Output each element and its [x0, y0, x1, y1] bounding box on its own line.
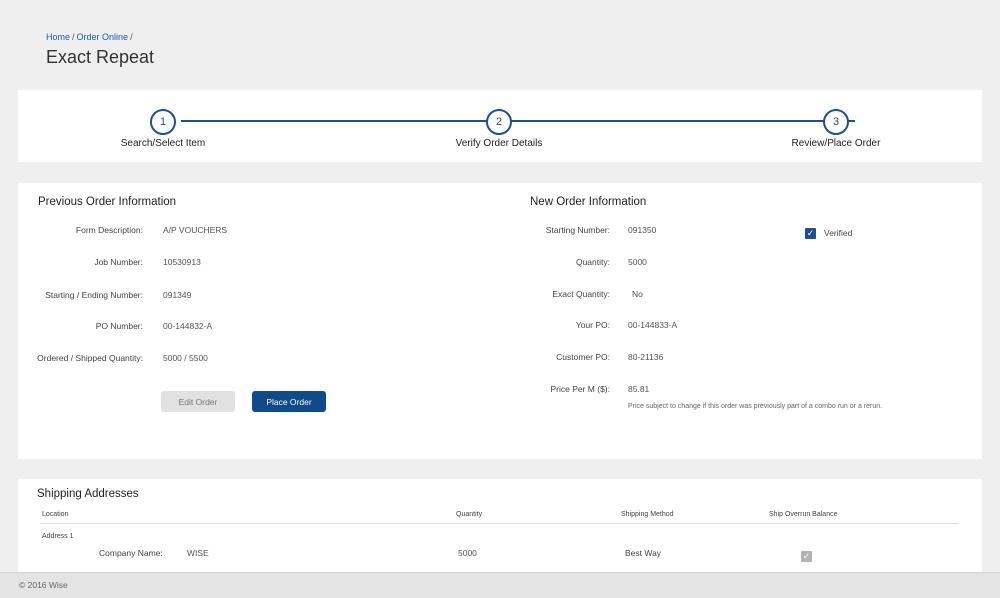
breadcrumb-home-link[interactable]: Home — [46, 32, 71, 42]
form-description-value: A/P VOUCHERS — [163, 225, 228, 235]
shipping-addresses-panel: Shipping Addresses Location Quantity Shi… — [18, 479, 982, 579]
address-label: Address 1 — [42, 533, 74, 540]
footer: © 2016 Wise — [0, 572, 1000, 598]
step-3-label: Review/Place Order — [791, 138, 881, 149]
price-note: Price subject to change if this order wa… — [628, 403, 883, 410]
step-1-label: Search/Select Item — [120, 138, 206, 149]
po-number-label: PO Number: — [95, 321, 143, 331]
shipping-title: Shipping Addresses — [37, 488, 139, 500]
quantity-value: 5000 — [628, 257, 647, 267]
breadcrumb-separator: / — [72, 32, 75, 42]
page-title: Exact Repeat — [46, 47, 155, 67]
job-number-value: 10530913 — [163, 257, 201, 267]
order-info-panel: Previous Order Information Form Descript… — [18, 183, 982, 459]
starting-number-label: Starting Number: — [545, 225, 610, 235]
your-po-value: 00-144833-A — [628, 320, 678, 330]
checkmark-icon: ✓ — [806, 228, 815, 238]
place-order-button[interactable]: Place Order — [252, 391, 326, 412]
verified-checkbox[interactable]: ✓ — [805, 228, 816, 239]
company-name-value: WISE — [187, 548, 209, 558]
ship-overrun-checkbox[interactable]: ✓ — [801, 551, 812, 562]
starting-number-value: 091350 — [628, 225, 657, 235]
edit-order-button[interactable]: Edit Order — [161, 391, 235, 412]
new-order-title: New Order Information — [530, 196, 647, 208]
breadcrumb: Home / Order Online / — [46, 32, 135, 42]
company-name-label: Company Name: — [99, 548, 163, 558]
copyright-text: © 2016 Wise — [19, 580, 68, 590]
your-po-label: Your PO: — [575, 320, 610, 330]
breadcrumb-separator: / — [130, 32, 133, 42]
progress-stepper: 1 2 3 Search/Select Item Verify Order De… — [18, 90, 982, 162]
quantity-column-header: Quantity — [456, 511, 483, 518]
step-2-label: Verify Order Details — [455, 138, 543, 149]
shipping-method-cell[interactable]: Best Way — [625, 548, 662, 558]
breadcrumb-order-online-link[interactable]: Order Online — [76, 32, 129, 42]
ordered-shipped-quantity-value: 5000 / 5500 — [163, 353, 208, 363]
verified-label: Verified — [824, 228, 853, 238]
stepper-line — [181, 120, 855, 122]
quantity-label: Quantity: — [575, 257, 610, 267]
table-header-divider — [40, 523, 958, 524]
starting-ending-number-value: 091349 — [163, 290, 192, 300]
checkmark-icon: ✓ — [802, 551, 811, 561]
step-1-circle: 1 — [150, 109, 176, 135]
quantity-cell: 5000 — [458, 548, 477, 558]
previous-order-title: Previous Order Information — [38, 196, 177, 208]
exact-quantity-label: Exact Quantity: — [552, 289, 610, 299]
shipping-method-column-header: Shipping Method — [621, 511, 674, 518]
ship-overrun-column-header: Ship Overrun Balance — [769, 511, 838, 518]
form-description-label: Form Description: — [75, 225, 143, 235]
location-column-header: Location — [42, 511, 69, 518]
customer-po-value: 80-21136 — [628, 352, 664, 362]
price-per-m-label: Price Per M ($): — [550, 384, 610, 394]
starting-ending-number-label: Starting / Ending Number: — [45, 290, 143, 300]
customer-po-label: Customer PO: — [556, 352, 610, 362]
ordered-shipped-quantity-label: Ordered / Shipped Quantity: — [37, 353, 143, 363]
step-3-circle: 3 — [823, 109, 849, 135]
exact-quantity-value: No — [632, 289, 643, 299]
po-number-value: 00-144832-A — [163, 321, 213, 331]
job-number-label: Job Number: — [94, 257, 143, 267]
step-2-circle: 2 — [486, 109, 512, 135]
price-per-m-value: 85.81 — [628, 384, 650, 394]
